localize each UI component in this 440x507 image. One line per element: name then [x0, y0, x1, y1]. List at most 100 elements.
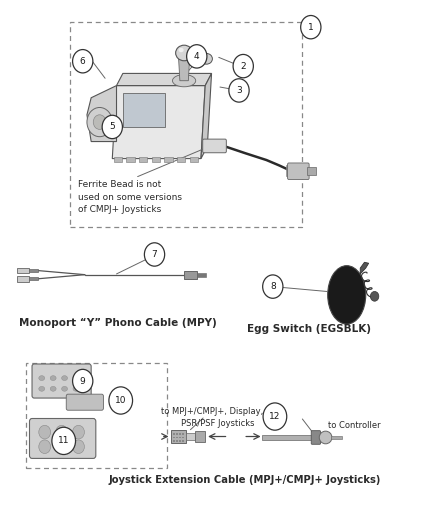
- Circle shape: [56, 440, 67, 454]
- Text: Egg Switch (EGSBLK): Egg Switch (EGSBLK): [247, 324, 371, 334]
- Bar: [29, 277, 37, 280]
- Bar: [190, 157, 198, 162]
- Circle shape: [93, 115, 106, 129]
- Bar: [182, 440, 183, 442]
- Bar: [179, 437, 181, 439]
- Bar: [123, 93, 165, 127]
- Polygon shape: [360, 262, 369, 274]
- FancyBboxPatch shape: [32, 364, 91, 398]
- Bar: [172, 430, 186, 443]
- Circle shape: [52, 427, 76, 454]
- Ellipse shape: [172, 75, 196, 87]
- Bar: [177, 157, 185, 162]
- Text: 7: 7: [152, 250, 158, 259]
- Bar: [262, 435, 313, 440]
- FancyBboxPatch shape: [288, 163, 309, 179]
- Circle shape: [109, 387, 132, 414]
- Ellipse shape: [73, 386, 79, 391]
- Text: to MPJ+/CMPJ+, Display, or
PSR/PSF Joysticks: to MPJ+/CMPJ+, Display, or PSR/PSF Joyst…: [161, 407, 275, 427]
- Bar: [114, 157, 122, 162]
- Ellipse shape: [328, 266, 366, 324]
- Ellipse shape: [50, 376, 56, 381]
- Bar: [151, 157, 160, 162]
- Ellipse shape: [319, 431, 332, 444]
- Circle shape: [87, 107, 112, 137]
- Bar: [186, 433, 194, 440]
- Circle shape: [73, 440, 84, 454]
- Circle shape: [73, 50, 93, 73]
- Bar: [176, 440, 178, 442]
- Circle shape: [73, 369, 93, 393]
- Bar: [293, 166, 295, 175]
- Text: to Controller: to Controller: [328, 421, 380, 430]
- Bar: [194, 431, 205, 442]
- Text: Ferrite Bead is not
used on some versions
of CMPJ+ Joysticks: Ferrite Bead is not used on some version…: [78, 180, 183, 214]
- Polygon shape: [87, 86, 117, 141]
- Bar: [197, 273, 206, 277]
- Bar: [70, 22, 302, 227]
- Text: 1: 1: [308, 23, 314, 31]
- Text: 10: 10: [115, 396, 126, 405]
- Bar: [182, 433, 183, 435]
- Bar: [184, 271, 197, 278]
- Circle shape: [301, 16, 321, 39]
- Text: 8: 8: [270, 282, 276, 291]
- FancyBboxPatch shape: [66, 394, 103, 410]
- Text: 12: 12: [269, 412, 281, 421]
- Text: 4: 4: [194, 52, 200, 61]
- Bar: [26, 363, 167, 467]
- Circle shape: [56, 425, 67, 439]
- Text: 9: 9: [80, 377, 86, 385]
- Bar: [182, 437, 183, 439]
- Text: Monoport “Y” Phono Cable (MPY): Monoport “Y” Phono Cable (MPY): [19, 318, 217, 328]
- FancyBboxPatch shape: [203, 139, 226, 153]
- Circle shape: [263, 403, 287, 430]
- Bar: [17, 268, 29, 273]
- Bar: [176, 433, 178, 435]
- Circle shape: [39, 425, 51, 439]
- Text: 3: 3: [236, 86, 242, 95]
- Text: 6: 6: [80, 57, 86, 66]
- Circle shape: [370, 292, 379, 301]
- Circle shape: [144, 243, 165, 266]
- Ellipse shape: [179, 48, 183, 52]
- Bar: [173, 433, 175, 435]
- Text: Joystick Extension Cable (MPJ+/CMPJ+ Joysticks): Joystick Extension Cable (MPJ+/CMPJ+ Joy…: [108, 475, 381, 485]
- Circle shape: [263, 275, 283, 298]
- Bar: [176, 437, 178, 439]
- Ellipse shape: [201, 53, 213, 64]
- Circle shape: [233, 54, 253, 78]
- Polygon shape: [179, 59, 190, 81]
- Bar: [173, 437, 175, 439]
- Ellipse shape: [73, 376, 79, 381]
- Ellipse shape: [176, 45, 193, 61]
- Ellipse shape: [62, 386, 67, 391]
- Bar: [308, 167, 316, 175]
- Text: 5: 5: [110, 123, 115, 131]
- Circle shape: [229, 79, 249, 102]
- Ellipse shape: [50, 386, 56, 391]
- Ellipse shape: [39, 376, 45, 381]
- Bar: [164, 157, 172, 162]
- Bar: [179, 440, 181, 442]
- Ellipse shape: [39, 386, 45, 391]
- Bar: [290, 166, 292, 176]
- Bar: [17, 276, 29, 282]
- Ellipse shape: [62, 376, 67, 381]
- FancyBboxPatch shape: [29, 418, 96, 458]
- Text: 2: 2: [240, 62, 246, 70]
- Circle shape: [187, 45, 207, 68]
- Bar: [179, 433, 181, 435]
- FancyBboxPatch shape: [311, 430, 320, 444]
- Circle shape: [102, 115, 122, 138]
- Bar: [286, 165, 289, 176]
- Bar: [173, 440, 175, 442]
- Text: 11: 11: [58, 437, 70, 445]
- Bar: [29, 269, 37, 272]
- Circle shape: [39, 440, 51, 454]
- Bar: [331, 436, 341, 439]
- Bar: [126, 157, 135, 162]
- Bar: [139, 157, 147, 162]
- Circle shape: [73, 425, 84, 439]
- Polygon shape: [112, 86, 205, 159]
